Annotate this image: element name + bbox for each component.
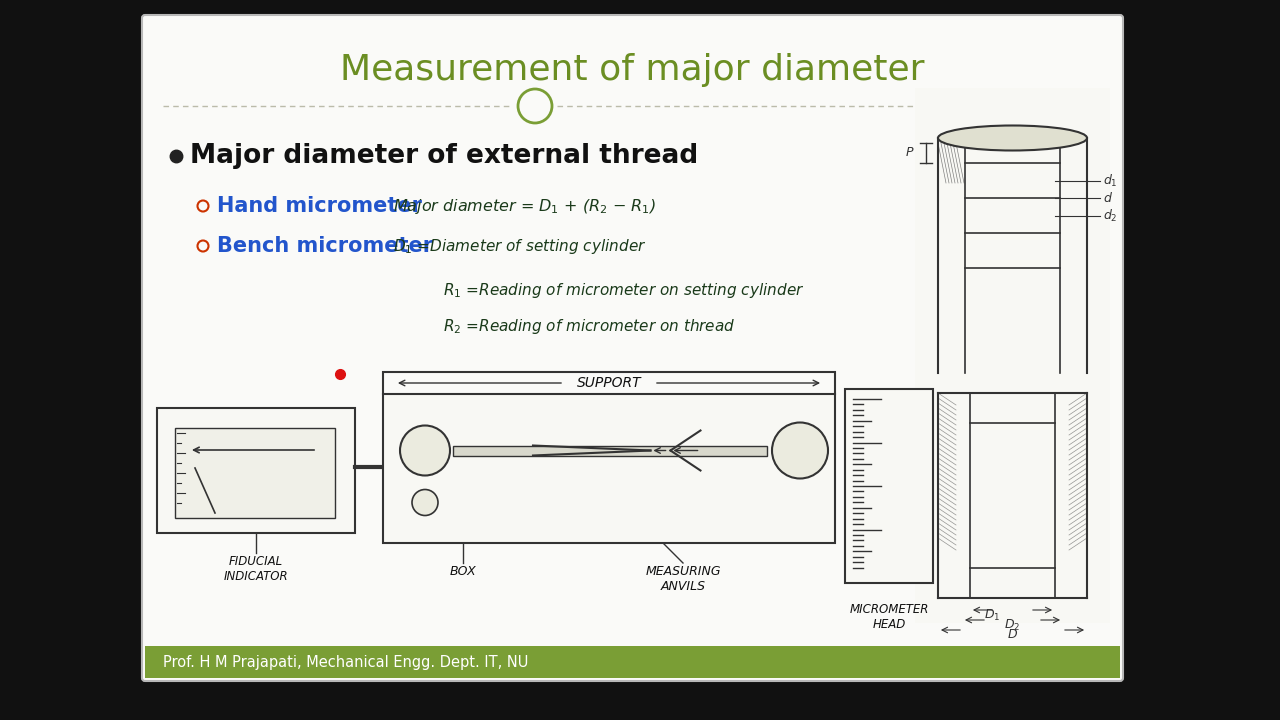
Bar (915, 88, 1110, 623)
Text: $R_1$ =Reading of micrometer on setting cylinder: $R_1$ =Reading of micrometer on setting … (443, 281, 804, 300)
Text: $R_2$ =Reading of micrometer on thread: $R_2$ =Reading of micrometer on thread (443, 317, 736, 336)
FancyBboxPatch shape (142, 15, 1123, 681)
Text: $d_1$: $d_1$ (1103, 173, 1117, 189)
Bar (175, 428, 335, 518)
Text: FIDUCIAL
INDICATOR: FIDUCIAL INDICATOR (224, 555, 288, 583)
Text: $d$: $d$ (1103, 191, 1114, 205)
Text: Bench micrometer: Bench micrometer (218, 236, 433, 256)
Text: Major diameter = $D_1$ + ($R_2$ − $R_1$): Major diameter = $D_1$ + ($R_2$ − $R_1$) (393, 197, 655, 215)
Bar (845, 389, 933, 583)
Circle shape (772, 423, 828, 479)
Bar (157, 408, 355, 533)
Text: $d_2$: $d_2$ (1103, 207, 1117, 223)
Circle shape (412, 490, 438, 516)
Bar (383, 394, 835, 543)
Bar (453, 446, 767, 456)
Text: $D$: $D$ (1007, 628, 1018, 641)
Text: Major diameter of external thread: Major diameter of external thread (189, 143, 699, 169)
Ellipse shape (938, 125, 1087, 150)
Circle shape (399, 426, 451, 475)
Text: $D_2$: $D_2$ (1005, 618, 1020, 633)
Text: BOX: BOX (449, 565, 476, 578)
Text: MICROMETER
HEAD: MICROMETER HEAD (850, 603, 929, 631)
Bar (145, 646, 1120, 678)
Text: Measurement of major diameter: Measurement of major diameter (340, 53, 924, 87)
Text: $D_1$: $D_1$ (984, 608, 1001, 623)
Text: MEASURING
ANVILS: MEASURING ANVILS (645, 565, 721, 593)
Text: Prof. H M Prajapati, Mechanical Engg. Dept. IT, NU: Prof. H M Prajapati, Mechanical Engg. De… (163, 654, 529, 670)
Text: Fig. 13.2 Bench mic...: Fig. 13.2 Bench mic... (568, 659, 696, 672)
Text: P: P (905, 146, 913, 160)
Text: Hand micrometer: Hand micrometer (218, 196, 422, 216)
Text: $D_1$ =Diameter of setting cylinder: $D_1$ =Diameter of setting cylinder (393, 236, 646, 256)
Text: SUPPORT: SUPPORT (577, 376, 641, 390)
